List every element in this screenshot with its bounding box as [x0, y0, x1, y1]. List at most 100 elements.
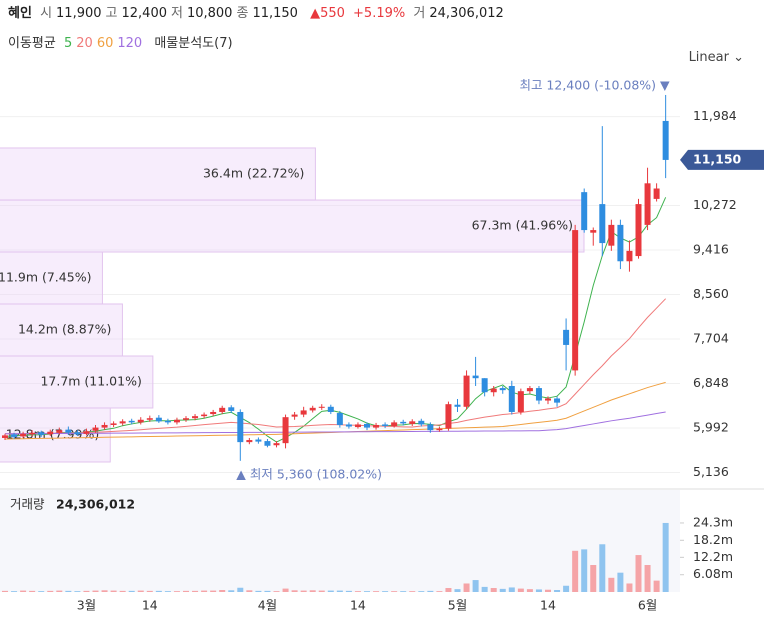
candle-body: [535, 388, 542, 401]
volume-bar: [508, 587, 515, 592]
candle-body: [110, 423, 117, 425]
volume-bar: [47, 590, 54, 592]
legend: 이동평균 5 20 60 120 매물분석도(7): [8, 32, 237, 51]
scale-button[interactable]: Linear ⌄: [688, 50, 744, 65]
candle-body: [644, 183, 651, 225]
volume-bar: [300, 590, 307, 592]
volume-bar: [526, 589, 533, 592]
profile-label: 11.9m (7.45%): [0, 269, 91, 284]
volume-bar: [101, 590, 108, 592]
header: 혜인 시 11,900 고 12,400 저 10,800 종 11,150 ▲550 +5.…: [8, 2, 508, 21]
candle-body: [599, 204, 606, 244]
volume-bar: [11, 591, 18, 592]
volume-tick-label: 6.08m: [693, 566, 733, 581]
volume-bar: [626, 583, 633, 592]
volume-bar: [282, 588, 289, 592]
candle-body: [563, 329, 570, 345]
volume-bar: [246, 590, 253, 592]
candle-body: [490, 388, 497, 393]
candle-body: [309, 407, 316, 411]
volume-bar: [146, 590, 153, 592]
volume-bar: [173, 591, 180, 592]
legend-item: 120: [117, 36, 143, 51]
candle-body: [572, 230, 579, 371]
profile-label: 17.7m (11.01%): [40, 373, 141, 388]
candle-body: [273, 443, 280, 446]
candle-body: [517, 391, 524, 412]
candle-body: [146, 418, 153, 420]
candle-body: [617, 224, 624, 262]
candle-body: [400, 421, 407, 424]
y-tick-label: 5,992: [693, 419, 729, 434]
x-tick-label: 14: [540, 598, 556, 613]
max-annotation: 최고 12,400 (-10.08%) ▼: [519, 77, 670, 92]
volume-bar: [29, 590, 36, 592]
legend-item: 60: [96, 36, 114, 51]
volume-bar: [201, 590, 208, 592]
volume-bar: [373, 591, 380, 592]
volume-bar: [119, 590, 126, 592]
volume-bar: [309, 590, 316, 592]
min-annotation: ▲ 최저 5,360 (108.02%): [236, 466, 382, 481]
volume-bar: [599, 544, 606, 592]
candle-body: [219, 407, 226, 412]
volume-bar: [137, 590, 144, 592]
candle-body: [554, 398, 561, 403]
candle-body: [454, 404, 461, 407]
profile-label: 67.3m (41.96%): [472, 218, 573, 233]
volume-bar: [463, 583, 470, 592]
profile-band: [0, 355, 154, 409]
candle-body: [128, 420, 135, 423]
candle-body: [409, 421, 416, 424]
candle-body: [364, 423, 370, 428]
volume-bar: [499, 588, 506, 592]
y-tick-label: 5,136: [693, 464, 729, 479]
candle-body: [635, 204, 642, 257]
volume-bar: [20, 590, 27, 592]
profile-label: 14.2m (8.87%): [18, 321, 111, 336]
volume-bar: [545, 589, 551, 592]
candle-body: [246, 440, 253, 443]
volume-bar: [228, 590, 235, 592]
ma-line: [5, 298, 667, 435]
candle-body: [29, 432, 36, 435]
candle-body: [590, 230, 597, 233]
candle-body: [92, 427, 99, 431]
item-value: 10,800: [186, 6, 233, 21]
volume-bar: [581, 549, 588, 592]
item-value: 11,150: [252, 6, 298, 21]
volume-bar: [354, 591, 361, 592]
candle-body: [264, 441, 271, 446]
candle-body: [608, 224, 615, 246]
volume-bar: [445, 588, 452, 592]
volume-bar: [490, 588, 497, 592]
candle-body: [318, 406, 325, 408]
candle-body: [499, 388, 506, 391]
candle-body: [436, 428, 443, 431]
profile-band: [0, 303, 123, 357]
candle-body: [391, 422, 398, 427]
candle-body: [662, 120, 669, 160]
candle-body: [20, 433, 27, 437]
candle-body: [183, 418, 189, 420]
legend-item: 20: [76, 36, 93, 51]
header-items: 시 11,900 고 12,400 저 10,800 종 11,150: [40, 6, 302, 21]
candle-body: [336, 413, 343, 425]
volume-bar: [65, 590, 72, 592]
candle-body: [237, 411, 244, 443]
volume-bar: [345, 590, 352, 592]
scale-label: Linear: [688, 50, 729, 65]
profile-toggle[interactable]: 매물분석도(7): [154, 36, 233, 51]
volume-bar: [192, 590, 199, 592]
candle-body: [228, 407, 235, 411]
volume-bar: [427, 590, 434, 592]
candle-body: [382, 424, 389, 427]
volume-bar: [264, 590, 271, 592]
volume-title: 거래량: [10, 497, 45, 512]
candle-body: [427, 424, 434, 431]
candle-body: [137, 419, 144, 423]
candle-body: [56, 430, 63, 433]
ma-line: [4, 411, 666, 435]
candle-body: [47, 431, 54, 435]
candle-body: [545, 398, 551, 401]
